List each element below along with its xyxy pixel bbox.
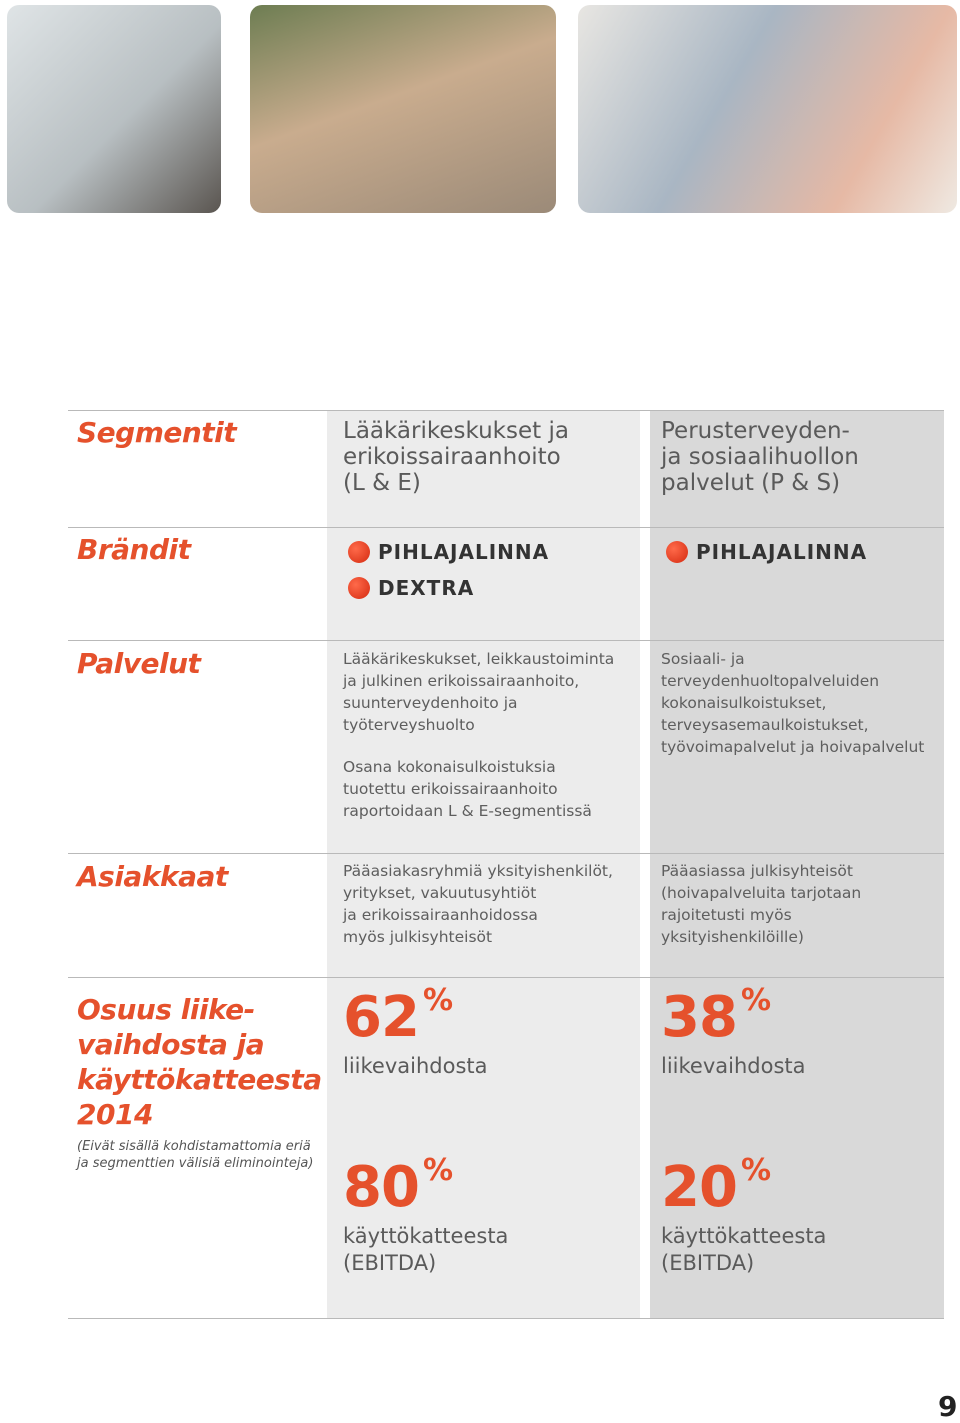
row-divider bbox=[68, 853, 944, 854]
brand-dot bbox=[348, 577, 370, 599]
share-value: 62 bbox=[343, 985, 420, 1050]
brand-dot bbox=[348, 541, 370, 563]
photo-plank bbox=[250, 5, 556, 213]
service-note: tuotettu erikoissairaanhoito bbox=[343, 780, 558, 798]
column-le-bg bbox=[327, 410, 640, 1318]
row-divider bbox=[68, 1318, 944, 1319]
share-note: ja segmenttien välisiä eliminointeja) bbox=[77, 1156, 314, 1171]
row-label: 2014 bbox=[77, 1098, 153, 1131]
customer-text: Pääasiassa julkisyhteisöt bbox=[661, 862, 853, 880]
service-text: ja julkinen erikoissairaanhoito, bbox=[343, 672, 580, 690]
row-divider bbox=[68, 640, 944, 641]
customer-text: yksityishenkilöille) bbox=[661, 928, 804, 946]
segment-name: ja sosiaalihuollon bbox=[661, 444, 859, 470]
photo-nurse bbox=[7, 5, 221, 213]
row-label: käyttökatteesta bbox=[77, 1063, 322, 1096]
customer-text: (hoivapalveluita tarjotaan bbox=[661, 884, 862, 902]
share-caption: (EBITDA) bbox=[343, 1251, 437, 1275]
row-label: Palvelut bbox=[77, 647, 201, 680]
share-caption: liikevaihdosta bbox=[343, 1054, 488, 1078]
service-text: työterveyshuolto bbox=[343, 716, 475, 734]
segment-name: Perusterveyden- bbox=[661, 418, 850, 444]
row-label: vaihdosta ja bbox=[77, 1028, 265, 1061]
column-ps-bg bbox=[650, 410, 944, 1318]
service-text: kokonaisulkoistukset, bbox=[661, 694, 827, 712]
segment-name: (L & E) bbox=[343, 470, 421, 496]
service-text: Sosiaali- ja bbox=[661, 650, 745, 668]
customer-text: rajoitetusti myös bbox=[661, 906, 792, 924]
share-caption: liikevaihdosta bbox=[661, 1054, 806, 1078]
service-text: suunterveydenhoito ja bbox=[343, 694, 518, 712]
service-text: terveysasemaulkoistukset, bbox=[661, 716, 869, 734]
service-note: raportoidaan L & E-segmentissä bbox=[343, 802, 592, 820]
page-number: 9 bbox=[938, 1390, 958, 1423]
row-label: Segmentit bbox=[77, 416, 237, 449]
customer-text: yritykset, vakuutusyhtiöt bbox=[343, 884, 537, 902]
share-caption: käyttökatteesta bbox=[343, 1224, 509, 1248]
share-value: 20 bbox=[661, 1155, 738, 1220]
share-value: 80 bbox=[343, 1155, 420, 1220]
customer-text: myös julkisyhteisöt bbox=[343, 928, 493, 946]
brand-dot bbox=[666, 541, 688, 563]
share-value: 38 bbox=[661, 985, 738, 1050]
service-text: työvoimapalvelut ja hoivapalvelut bbox=[661, 738, 925, 756]
customer-text: Pääasiakasryhmiä yksityishenkilöt, bbox=[343, 862, 613, 880]
brand-name: PIHLAJALINNA bbox=[696, 540, 868, 564]
service-note: Osana kokonaisulkoistuksia bbox=[343, 758, 556, 776]
percent-sign: % bbox=[423, 983, 454, 1018]
segment-name: palvelut (P & S) bbox=[661, 470, 841, 496]
segment-name: erikoissairaanhoito bbox=[343, 444, 561, 470]
row-divider bbox=[68, 977, 944, 978]
service-text: terveydenhuoltopalveluiden bbox=[661, 672, 880, 690]
photo-seniors bbox=[578, 5, 957, 213]
row-label: Asiakkaat bbox=[77, 860, 228, 893]
row-label: Brändit bbox=[77, 533, 191, 566]
percent-sign: % bbox=[741, 1153, 772, 1188]
row-divider bbox=[68, 410, 944, 411]
percent-sign: % bbox=[423, 1153, 454, 1188]
share-note: (Eivät sisällä kohdistamattomia eriä bbox=[77, 1139, 311, 1154]
percent-sign: % bbox=[741, 983, 772, 1018]
row-label: Osuus liike- bbox=[77, 993, 255, 1026]
share-caption: käyttökatteesta bbox=[661, 1224, 827, 1248]
segment-name: Lääkärikeskukset ja bbox=[343, 418, 569, 444]
customer-text: ja erikoissairaanhoidossa bbox=[343, 906, 538, 924]
brand-name: PIHLAJALINNA bbox=[378, 540, 550, 564]
share-caption: (EBITDA) bbox=[661, 1251, 755, 1275]
brand-name: DEXTRA bbox=[378, 576, 475, 600]
row-divider bbox=[68, 527, 944, 528]
service-text: Lääkärikeskukset, leikkaustoiminta bbox=[343, 650, 615, 668]
